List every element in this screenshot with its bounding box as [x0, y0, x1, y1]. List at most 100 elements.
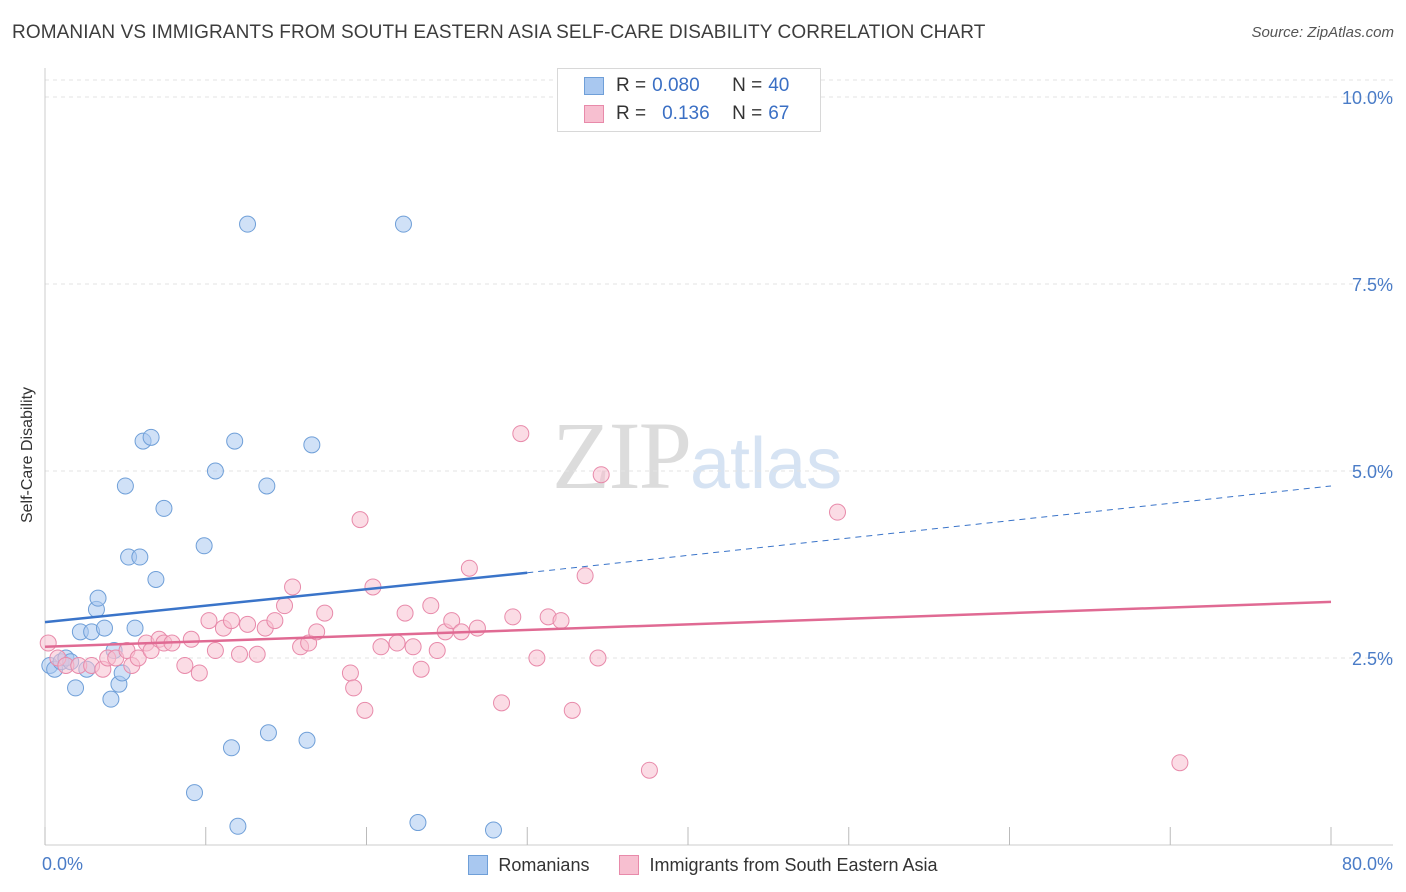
legend-r-value: 0.080 — [652, 75, 700, 96]
romanians-point — [394, 215, 412, 233]
immigrants-point — [828, 503, 846, 521]
immigrants-point — [190, 664, 208, 682]
legend-r-label: R = — [616, 103, 647, 124]
romanians-point — [67, 679, 85, 697]
y-tick-label: 2.5% — [1352, 649, 1393, 669]
immigrants-point — [1171, 754, 1189, 772]
romanians-point — [185, 784, 203, 802]
immigrants-point — [589, 649, 607, 667]
legend-n-value: 40 — [768, 75, 790, 96]
immigrants-point — [512, 425, 530, 443]
chart-title: ROMANIAN VS IMMIGRANTS FROM SOUTH EASTER… — [12, 22, 986, 43]
romanians-point — [258, 477, 276, 495]
legend-item-immigrants: Immigrants from South Eastern Asia — [619, 854, 938, 876]
romanians-point — [484, 821, 502, 839]
legend-row-immigrants: R = 0.136 N = 67 — [584, 102, 789, 126]
romanians-point — [226, 432, 244, 450]
immigrants-point — [460, 559, 478, 577]
y-tick-label: 7.5% — [1352, 275, 1393, 295]
romanians-point — [131, 548, 149, 566]
immigrants-point — [284, 578, 302, 596]
legend-n-label: N = — [732, 103, 763, 124]
immigrants-point — [468, 619, 486, 637]
immigrants-point — [412, 660, 430, 678]
romanians-point — [195, 537, 213, 555]
romanians-point — [229, 817, 247, 835]
source-label: Source: ZipAtlas.com — [1251, 24, 1394, 41]
romanians-point — [298, 731, 316, 749]
romanians-point — [147, 570, 165, 588]
correlation-legend: R = 0.080 N = 40 R = 0.136 N = 67 — [557, 68, 821, 132]
romanians-trend-line — [44, 571, 528, 624]
immigrants-point — [528, 649, 546, 667]
legend-label-romanians: Romanians — [498, 854, 590, 875]
legend-n-label: N = — [732, 75, 763, 96]
immigrants-point — [404, 638, 422, 656]
romanians-point — [259, 724, 277, 742]
legend-r-value: 0.136 — [662, 103, 710, 124]
legend-swatch-romanians — [468, 855, 489, 875]
legend-swatch-romanians — [584, 77, 604, 95]
legend-swatch-immigrants — [619, 855, 640, 875]
immigrants-point — [39, 634, 57, 652]
romanians-point — [142, 428, 160, 446]
romanians-point — [239, 215, 257, 233]
immigrants-point — [640, 761, 658, 779]
romanians-point — [116, 477, 134, 495]
immigrants-point — [351, 511, 369, 529]
immigrants-point — [129, 649, 147, 667]
immigrants-point — [222, 612, 240, 630]
immigrants-point — [356, 701, 374, 719]
immigrants-point — [200, 612, 218, 630]
immigrants-point — [239, 615, 257, 633]
immigrants-trend-line — [44, 600, 1332, 649]
romanians-point — [303, 436, 321, 454]
immigrants-point — [276, 597, 294, 615]
romanians-point — [155, 499, 173, 517]
x-tick-label: 0.0% — [42, 854, 83, 874]
immigrants-point — [422, 597, 440, 615]
legend-row-romanians: R = 0.080 N = 40 — [584, 74, 789, 98]
immigrants-point — [316, 604, 334, 622]
immigrants-point — [388, 634, 406, 652]
immigrants-point — [206, 642, 224, 660]
x-tick-label: 80.0% — [1342, 854, 1393, 874]
immigrants-point — [396, 604, 414, 622]
immigrants-point — [176, 656, 194, 674]
immigrants-point — [372, 638, 390, 656]
series-legend: Romanians Immigrants from South Eastern … — [0, 852, 1406, 878]
immigrants-point — [576, 567, 594, 585]
immigrants-point — [592, 466, 610, 484]
immigrants-point — [428, 642, 446, 660]
y-tick-label: 5.0% — [1352, 462, 1393, 482]
immigrants-point — [345, 679, 363, 697]
immigrants-point — [341, 664, 359, 682]
immigrants-point — [308, 623, 326, 641]
romanians-trend-extension — [527, 485, 1332, 574]
romanians-point — [409, 814, 427, 832]
romanians-point — [206, 462, 224, 480]
romanians-point — [126, 619, 144, 637]
watermark: ZIPatlas — [552, 400, 842, 511]
watermark-zip: ZIP — [552, 402, 692, 509]
watermark-atlas: atlas — [690, 424, 843, 504]
legend-item-romanians: Romanians — [468, 855, 589, 876]
romanians-point — [89, 589, 107, 607]
immigrants-point — [443, 612, 461, 630]
immigrants-point — [563, 701, 581, 719]
immigrants-point — [552, 612, 570, 630]
legend-n-value: 67 — [768, 103, 790, 124]
legend-swatch-immigrants — [584, 105, 604, 123]
y-tick-label: 10.0% — [1342, 88, 1393, 108]
immigrants-point — [182, 630, 200, 648]
romanians-point — [102, 690, 120, 708]
immigrants-point — [248, 645, 266, 663]
immigrants-point — [493, 694, 511, 712]
immigrants-point — [231, 645, 249, 663]
legend-label-immigrants: Immigrants from South Eastern Asia — [649, 854, 938, 875]
romanians-point — [95, 619, 113, 637]
legend-r-label: R = — [616, 75, 647, 96]
immigrants-point — [504, 608, 522, 626]
immigrants-point — [266, 612, 284, 630]
